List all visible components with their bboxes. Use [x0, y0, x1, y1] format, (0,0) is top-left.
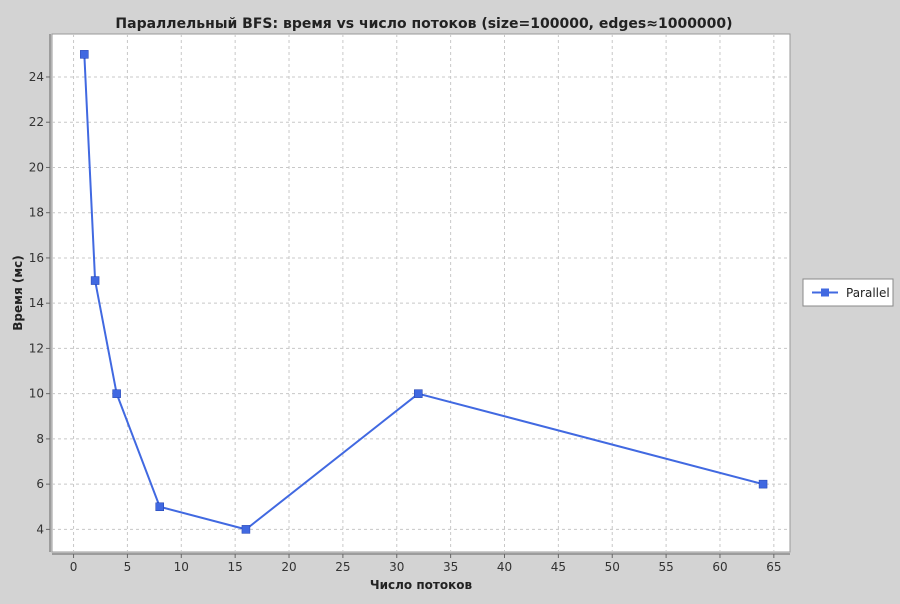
y-tick-label: 18: [29, 206, 44, 220]
data-point: [414, 389, 423, 398]
x-tick-label: 55: [658, 560, 673, 574]
y-axis-label: Время (мс): [11, 255, 25, 330]
data-point: [112, 389, 121, 398]
x-tick-label: 40: [497, 560, 512, 574]
x-axis-label: Число потоков: [370, 578, 473, 592]
chart-title: Параллельный BFS: время vs число потоков…: [115, 16, 732, 32]
plot-area: [51, 33, 791, 553]
legend-marker: [821, 288, 829, 297]
x-tick-label: 50: [605, 560, 620, 574]
y-tick-label: 4: [36, 522, 44, 536]
data-point: [758, 479, 768, 489]
legend-label: Parallel: [846, 286, 890, 300]
x-tick-label: 60: [712, 560, 727, 574]
x-tick-label: 65: [766, 560, 781, 574]
data-point: [155, 502, 164, 512]
x-tick-label: 5: [124, 560, 132, 574]
x-tick-label: 45: [551, 560, 566, 574]
data-point: [80, 50, 89, 59]
legend: Parallel: [802, 278, 894, 307]
x-tick-label: 0: [70, 560, 78, 574]
y-tick-label: 12: [29, 341, 44, 355]
x-tick-label: 10: [174, 560, 189, 574]
x-tick-label: 25: [335, 560, 350, 574]
x-tick-label: 35: [443, 560, 458, 574]
series-layer: [80, 50, 768, 534]
y-tick-label: 14: [29, 296, 44, 310]
y-tick-label: 20: [29, 160, 44, 174]
y-tick-label: 6: [36, 477, 44, 491]
y-tick-label: 10: [29, 387, 44, 401]
x-tick-label: 15: [228, 560, 243, 574]
data-point: [241, 525, 251, 534]
axes: 0 5 10 15 20 25 30 35 40 45 50 55 60 65 4 6 8 10 12 14 16 18 2…: [29, 34, 790, 574]
y-tick-label: 8: [36, 432, 44, 446]
data-point: [90, 276, 100, 285]
y-tick-label: 16: [29, 251, 44, 265]
x-tick-label: 30: [389, 560, 404, 574]
y-tick-label: 24: [29, 70, 44, 84]
y-tick-label: 22: [29, 115, 44, 129]
x-tick-label: 20: [281, 560, 296, 574]
